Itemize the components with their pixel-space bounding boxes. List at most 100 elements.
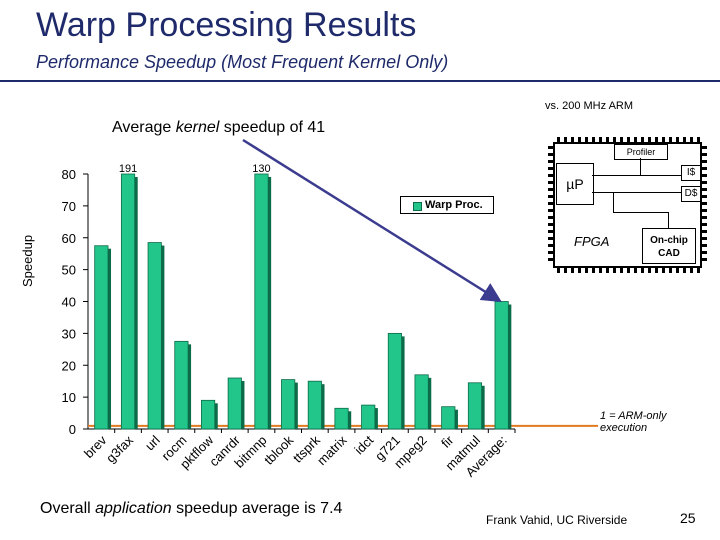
chip-pin (702, 258, 707, 261)
chip-pin (548, 167, 553, 170)
chip-pin (592, 268, 595, 273)
y-tick-label: 40 (62, 295, 76, 310)
bar-url (147, 242, 162, 430)
x-tick-label: g3fax (103, 432, 136, 465)
chip-pin (690, 268, 693, 273)
chip-pin (571, 268, 574, 273)
avg-suffix: speedup of 41 (219, 119, 326, 136)
bar-shadow (321, 384, 325, 429)
chip-pin (606, 268, 609, 273)
bar-bitmnp (254, 173, 269, 430)
baseline-note-line2: execution (600, 422, 648, 434)
y-tick-label: 60 (62, 231, 76, 246)
bar-shadow (401, 336, 405, 429)
chip-pin (548, 216, 553, 219)
bar-shadow (188, 344, 192, 429)
chip-pin (669, 268, 672, 273)
author-footer: Frank Vahid, UC Riverside (486, 513, 628, 527)
chip-pin (548, 244, 553, 247)
chip-pin (627, 137, 630, 142)
chip-pin (578, 137, 581, 142)
avg-italic: kernel (175, 119, 220, 136)
x-tick-label: tblook (261, 432, 296, 467)
bar-shadow (134, 177, 138, 429)
chip-pin (702, 230, 707, 233)
bar-shadow (508, 304, 512, 429)
overall-italic: application (95, 500, 172, 517)
chip-pin (683, 137, 686, 142)
legend-swatch (413, 202, 422, 211)
chip-pin (548, 146, 553, 149)
chip-pin (702, 251, 707, 254)
on-chip-cad-block: On-chip CAD (642, 228, 696, 264)
bar-ttsprk (307, 380, 322, 430)
bar-g3fax (120, 173, 136, 430)
y-tick-label: 70 (62, 199, 76, 214)
bus-horizontal-2 (592, 192, 681, 193)
chip-pin (571, 137, 574, 142)
profiler-block: Profiler (614, 144, 668, 160)
overall-application-speedup-note: Overall application speedup average is 7… (40, 500, 342, 518)
slide-title: Warp Processing Results (36, 6, 417, 44)
chip-pin (548, 237, 553, 240)
chip-pin (702, 209, 707, 212)
chip-pin (702, 153, 707, 156)
overall-suffix: speedup average is 7.4 (171, 500, 343, 517)
bar-g721 (387, 332, 402, 430)
data-cache-block: D$ (681, 186, 701, 202)
chip-pin (557, 137, 560, 142)
average-arrow (242, 138, 502, 303)
chart-legend: Warp Proc. (400, 196, 494, 214)
y-tick-label: 20 (62, 358, 76, 373)
chip-pin (548, 195, 553, 198)
bar-matmul (467, 382, 483, 430)
chip-pin (548, 251, 553, 254)
chip-pin (702, 244, 707, 247)
y-tick-label: 10 (62, 390, 76, 405)
y-tick-label: 0 (69, 422, 76, 437)
chip-pin (548, 209, 553, 212)
bar-shadow (348, 411, 352, 429)
clipped-value-label: 191 (119, 163, 137, 175)
bar-shadow (294, 382, 298, 429)
chip-pin (548, 202, 553, 205)
chip-pin (548, 230, 553, 233)
chip-pin (578, 268, 581, 273)
bus-fpga-link (613, 212, 669, 213)
chip-pin (655, 268, 658, 273)
chip-pin (676, 268, 679, 273)
chip-pin (613, 268, 616, 273)
fpga-label: FPGA (574, 234, 610, 249)
chip-pin (548, 188, 553, 191)
chip-pin (557, 268, 560, 273)
chip-pin (662, 268, 665, 273)
slide-subtitle: Performance Speedup (Most Frequent Kerne… (36, 52, 449, 72)
microprocessor-block: µP (556, 163, 594, 205)
bar-Average: (494, 301, 509, 430)
chip-pin (634, 268, 637, 273)
bar-tblook (281, 379, 296, 430)
chip-pin (548, 174, 553, 177)
bus-horizontal (592, 175, 681, 176)
chip-pin (585, 268, 588, 273)
chip-pin (548, 153, 553, 156)
chip-pin (627, 268, 630, 273)
chip-pin (599, 268, 602, 273)
bar-idct (361, 404, 376, 430)
chip-pin (641, 268, 644, 273)
legend-label: Warp Proc. (425, 199, 483, 211)
chip-pin (702, 174, 707, 177)
chip-pin (683, 268, 686, 273)
bar-shadow (108, 248, 112, 429)
chip-pin (702, 216, 707, 219)
chip-pin (548, 181, 553, 184)
chip-pin (697, 137, 700, 142)
chip-pin (702, 202, 707, 205)
bar-canrdr (227, 377, 242, 430)
cad-line2: CAD (658, 248, 680, 259)
chip-pin (548, 258, 553, 261)
chip-pin (564, 137, 567, 142)
bus-cad-link (668, 212, 669, 228)
title-divider (0, 80, 720, 82)
